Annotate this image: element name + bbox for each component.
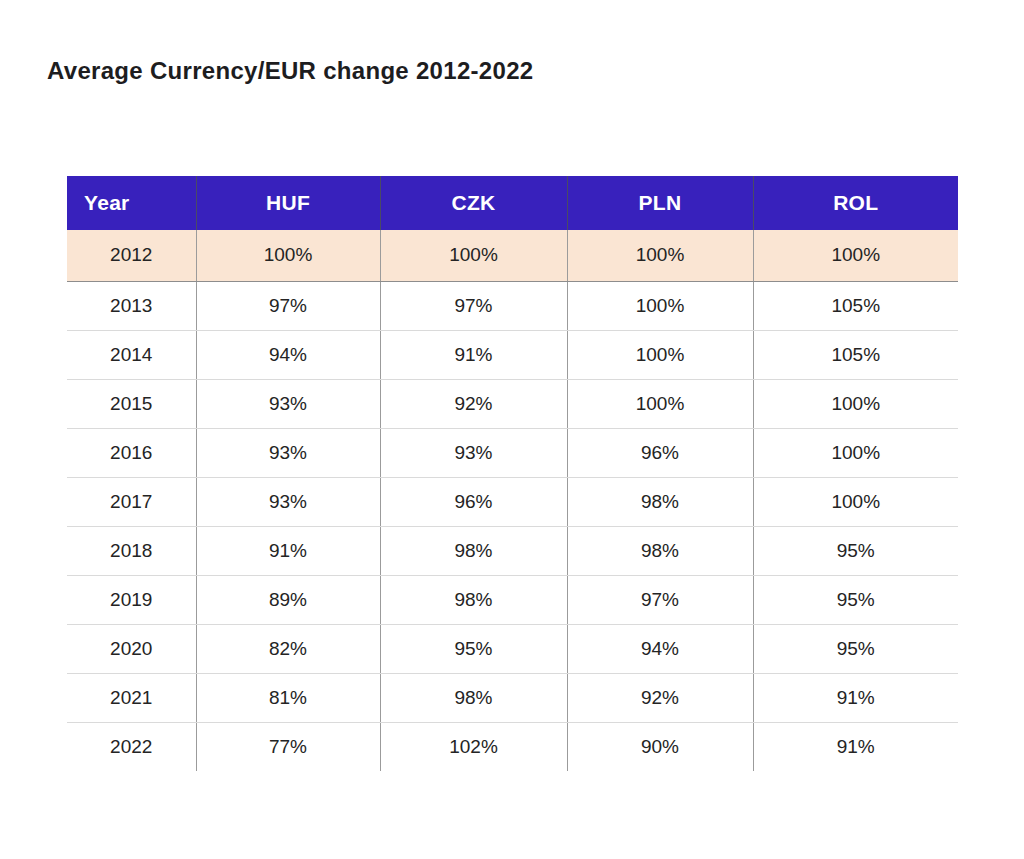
column-header-czk: CZK <box>380 176 567 230</box>
value-cell: 93% <box>196 477 380 526</box>
column-header-huf: HUF <box>196 176 380 230</box>
value-cell: 100% <box>567 230 753 281</box>
value-cell: 100% <box>567 281 753 330</box>
value-cell: 90% <box>567 722 753 771</box>
value-cell: 96% <box>380 477 567 526</box>
value-cell: 95% <box>380 624 567 673</box>
value-cell: 91% <box>196 526 380 575</box>
year-cell: 2014 <box>67 330 196 379</box>
year-cell: 2016 <box>67 428 196 477</box>
table-row: 201693%93%96%100% <box>67 428 958 477</box>
value-cell: 81% <box>196 673 380 722</box>
year-cell: 2013 <box>67 281 196 330</box>
value-cell: 98% <box>380 526 567 575</box>
year-cell: 2012 <box>67 230 196 281</box>
value-cell: 97% <box>567 575 753 624</box>
value-cell: 93% <box>196 428 380 477</box>
value-cell: 94% <box>567 624 753 673</box>
table-row: 202277%102%90%91% <box>67 722 958 771</box>
header-row: Year HUF CZK PLN ROL <box>67 176 958 230</box>
table-row: 201593%92%100%100% <box>67 379 958 428</box>
value-cell: 97% <box>380 281 567 330</box>
table-row: 201989%98%97%95% <box>67 575 958 624</box>
value-cell: 92% <box>380 379 567 428</box>
value-cell: 100% <box>196 230 380 281</box>
value-cell: 96% <box>567 428 753 477</box>
table-row: 201397%97%100%105% <box>67 281 958 330</box>
value-cell: 100% <box>753 379 958 428</box>
value-cell: 100% <box>380 230 567 281</box>
value-cell: 98% <box>567 526 753 575</box>
table-body: 2012100%100%100%100%201397%97%100%105%20… <box>67 230 958 771</box>
currency-table: Year HUF CZK PLN ROL 2012100%100%100%100… <box>67 176 958 771</box>
value-cell: 98% <box>380 673 567 722</box>
value-cell: 100% <box>567 379 753 428</box>
value-cell: 94% <box>196 330 380 379</box>
table-row: 2012100%100%100%100% <box>67 230 958 281</box>
value-cell: 95% <box>753 526 958 575</box>
value-cell: 97% <box>196 281 380 330</box>
value-cell: 98% <box>567 477 753 526</box>
column-header-year: Year <box>67 176 196 230</box>
table-header: Year HUF CZK PLN ROL <box>67 176 958 230</box>
value-cell: 82% <box>196 624 380 673</box>
value-cell: 93% <box>380 428 567 477</box>
table-row: 201891%98%98%95% <box>67 526 958 575</box>
year-cell: 2021 <box>67 673 196 722</box>
year-cell: 2015 <box>67 379 196 428</box>
year-cell: 2020 <box>67 624 196 673</box>
year-cell: 2017 <box>67 477 196 526</box>
value-cell: 100% <box>753 428 958 477</box>
value-cell: 95% <box>753 624 958 673</box>
value-cell: 102% <box>380 722 567 771</box>
value-cell: 91% <box>380 330 567 379</box>
value-cell: 100% <box>567 330 753 379</box>
year-cell: 2018 <box>67 526 196 575</box>
value-cell: 93% <box>196 379 380 428</box>
table-row: 201793%96%98%100% <box>67 477 958 526</box>
value-cell: 95% <box>753 575 958 624</box>
column-header-rol: ROL <box>753 176 958 230</box>
year-cell: 2019 <box>67 575 196 624</box>
column-header-pln: PLN <box>567 176 753 230</box>
value-cell: 91% <box>753 673 958 722</box>
value-cell: 92% <box>567 673 753 722</box>
value-cell: 105% <box>753 281 958 330</box>
value-cell: 105% <box>753 330 958 379</box>
value-cell: 98% <box>380 575 567 624</box>
table-row: 201494%91%100%105% <box>67 330 958 379</box>
value-cell: 100% <box>753 477 958 526</box>
value-cell: 100% <box>753 230 958 281</box>
year-cell: 2022 <box>67 722 196 771</box>
page-title: Average Currency/EUR change 2012-2022 <box>47 57 533 85</box>
table-row: 202082%95%94%95% <box>67 624 958 673</box>
value-cell: 89% <box>196 575 380 624</box>
value-cell: 91% <box>753 722 958 771</box>
table-row: 202181%98%92%91% <box>67 673 958 722</box>
value-cell: 77% <box>196 722 380 771</box>
